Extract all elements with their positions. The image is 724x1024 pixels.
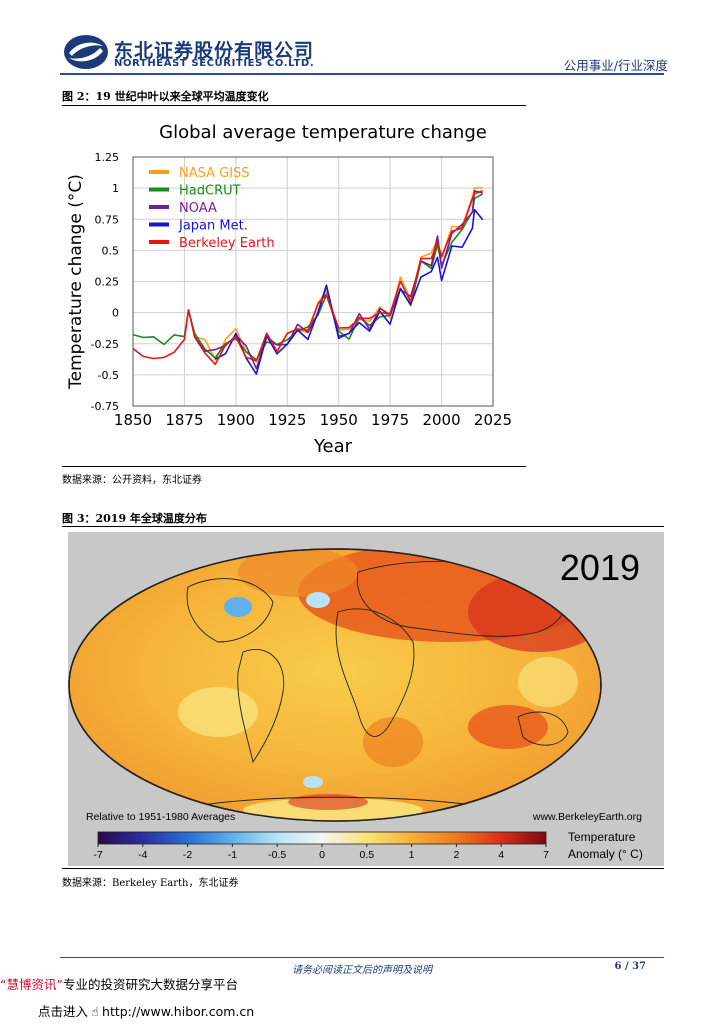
temperature-chart: 1850 1875 1900 1925 1950 1975 2000 2025 1.25 1 0.7… xyxy=(62,110,526,466)
hibor-link[interactable]: http://www.hibor.com.cn xyxy=(102,1004,255,1019)
figure2-bottom-rule xyxy=(62,466,526,467)
map-legend-title-line1: Temperature xyxy=(568,830,636,844)
legend-label: HadCRUT xyxy=(179,184,241,199)
y-tick-label: 0.25 xyxy=(95,276,120,289)
legend-tick-label: -1 xyxy=(228,849,237,861)
map-legend-title-line2: Anomaly (° C) xyxy=(568,847,643,861)
x-axis-label: Year xyxy=(313,436,353,457)
y-tick-label: -0.5 xyxy=(98,369,119,382)
y-tick-label: -0.75 xyxy=(91,400,119,413)
hand-cursor-icon: ☝ xyxy=(91,1004,99,1019)
map-year-label: 2019 xyxy=(560,547,640,588)
figure2-caption-rule xyxy=(62,105,526,106)
y-axis-label: Temperature change (°C) xyxy=(66,174,86,390)
figure2-source: 数据来源：公开资料，东北证券 xyxy=(62,475,202,486)
map-website: www.BerkeleyEarth.org xyxy=(532,811,642,823)
company-logo-icon xyxy=(64,35,108,69)
chart-title: Global average temperature change xyxy=(159,122,487,143)
brand-tagline: 专业的投资研究大数据分享平台 xyxy=(62,977,238,992)
x-tick-label: 1850 xyxy=(114,411,152,429)
legend-tick-label: 7 xyxy=(543,849,549,861)
y-tick-label: 0 xyxy=(112,307,119,320)
temperature-chart-svg: 1850 1875 1900 1925 1950 1975 2000 2025 1.25 1 0.7… xyxy=(66,122,512,457)
y-tick-label: 1 xyxy=(112,182,119,195)
brand-quote-close: ” xyxy=(56,977,63,992)
y-tick-label: 1.25 xyxy=(95,151,120,164)
y-tick-label: -0.25 xyxy=(91,338,119,351)
map-baseline-note: Relative to 1951-1980 Averages xyxy=(86,811,235,823)
legend-tick-label: 1 xyxy=(409,849,415,861)
legend-tick-label: -7 xyxy=(93,849,102,861)
figure2-caption: 图 2：19 世纪中叶以来全球平均温度变化 xyxy=(62,90,269,103)
x-tick-label: 2000 xyxy=(422,411,460,429)
report-type: 公用事业/行业深度 xyxy=(563,58,668,73)
legend-label: NASA GISS xyxy=(179,166,250,181)
figure3-bottom-rule xyxy=(62,868,664,869)
legend-tick-label: 2 xyxy=(453,849,459,861)
legend-tick-label: 4 xyxy=(498,849,504,861)
company-logo xyxy=(63,34,109,70)
x-tick-label: 1900 xyxy=(217,411,255,429)
company-name-cn: 东北证券股份有限公司 xyxy=(114,40,315,62)
legend-color-bar xyxy=(97,831,547,845)
series-line-japan-met- xyxy=(214,208,484,375)
legend-label: Berkeley Earth xyxy=(179,236,275,251)
x-tick-label: 1925 xyxy=(268,411,306,429)
temperature-map: 2019 Relative to 1951-1980 Averages www.… xyxy=(68,532,664,866)
legend-label: NOAA xyxy=(179,201,217,216)
x-tick-label: 1950 xyxy=(320,411,358,429)
legend-tick-label: 0.5 xyxy=(359,849,374,861)
page-number: 6 / 37 xyxy=(614,961,647,972)
hibor-link-line[interactable]: 点击进入 ☝ http://www.hibor.com.cn xyxy=(38,1001,254,1020)
x-tick-label: 2025 xyxy=(474,411,512,429)
y-tick-label: 0.5 xyxy=(102,244,120,257)
x-tick-label: 1875 xyxy=(165,411,203,429)
brand-name: 慧博资讯 xyxy=(6,977,57,992)
legend-tick-label: -4 xyxy=(138,849,147,861)
legend-tick-label: -2 xyxy=(183,849,192,861)
company-name-en: NORTHEAST SECURITIES CO.LTD. xyxy=(114,58,315,69)
figure3-source: 数据来源：Berkeley Earth，东北证券 xyxy=(62,878,239,889)
hibor-brand-line: “慧博资讯”专业的投资研究大数据分享平台 xyxy=(0,974,238,993)
header-divider xyxy=(60,73,664,75)
series-line-berkeley-earth xyxy=(132,190,483,366)
legend-tick-label: 0 xyxy=(319,849,325,861)
footer-divider xyxy=(60,957,664,958)
legend-label: Japan Met. xyxy=(178,219,248,234)
map-color-legend: -7 -4 -2 -1 -0.5 0 0.5 1 2 4 7 xyxy=(93,831,549,861)
brand-quote-open: “ xyxy=(0,977,7,992)
figure3-caption-rule xyxy=(62,526,664,527)
temperature-map-svg: 2019 Relative to 1951-1980 Averages www.… xyxy=(68,547,643,861)
y-tick-label: 0.75 xyxy=(95,213,120,226)
figure3-caption: 图 3：2019 年全球温度分布 xyxy=(62,512,207,525)
link-prefix: 点击进入 xyxy=(38,1004,89,1019)
footer-disclaimer: 请务必阅读正文后的声明及说明 xyxy=(292,965,432,976)
legend-tick-label: -0.5 xyxy=(268,849,286,861)
plot-border xyxy=(132,156,494,407)
x-tick-label: 1975 xyxy=(371,411,409,429)
